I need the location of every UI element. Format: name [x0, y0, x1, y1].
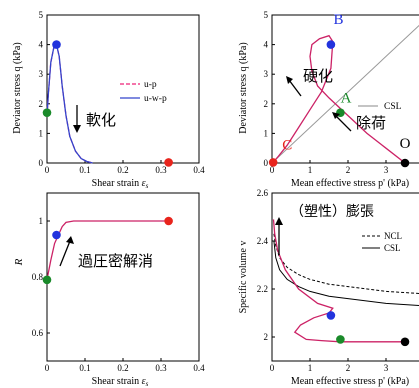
y-tick-label: 3	[264, 69, 269, 79]
state-marker	[164, 216, 173, 226]
x-axis-label: Shear strain εs	[92, 178, 149, 190]
y-axis-label: Specific volume v	[238, 241, 249, 314]
plot-frame	[46, 192, 200, 362]
state-marker	[400, 158, 410, 168]
legend-label-ncl: NCL	[384, 231, 402, 241]
state-marker	[268, 158, 278, 167]
state-marker	[52, 230, 61, 240]
y-tick-label: 1	[39, 216, 44, 226]
ncl-curve	[273, 233, 419, 294]
legend: CSL	[358, 102, 402, 112]
x-tick-label: 0	[45, 165, 50, 175]
legend-label-csl: CSL	[384, 243, 401, 253]
legend-label-csl: CSL	[384, 102, 402, 112]
state-marker	[42, 108, 52, 117]
series-u-p	[46, 43, 93, 164]
x-tick-label: 0.3	[155, 363, 167, 373]
y-tick-label: 0	[39, 158, 44, 168]
y-tick-label: 5	[39, 10, 44, 20]
y-tick-label: 5	[264, 10, 269, 20]
y-tick-label: 0.8	[32, 272, 44, 282]
x-tick-label: 0.4	[193, 363, 205, 373]
x-tick-label: 0	[45, 363, 50, 373]
y-axis-label: Deviator stress q (kPa)	[238, 42, 249, 133]
series-R	[46, 220, 169, 280]
annotation-unloading: 除荷	[356, 114, 386, 132]
y-tick-label: 2.6	[257, 188, 269, 198]
x-axis-label: Mean effective stress p' (kPa)	[291, 178, 409, 189]
x-tick-label: 2	[346, 363, 351, 373]
panel-r-vs-shear-strain: 0.60.81 0 0.1 0.2 0.3 0.4 Shear strain εs R …	[13, 192, 205, 388]
x-tick-label: 2	[346, 165, 351, 175]
y-tick-label: 2.4	[257, 236, 269, 246]
hardening-arrow	[286, 76, 302, 97]
y-tick-label: 0.6	[32, 328, 44, 338]
annotation-plastic-dilation: （塑性）膨張	[290, 203, 374, 220]
series-u-w-p	[46, 43, 93, 164]
x-tick-label: 0	[270, 363, 275, 373]
point-label-A: A	[341, 90, 352, 106]
panel-q-vs-shear-strain: 0 1 2 3 4 5 0 0.1 0.2 0.3 0.4 Shear strain εs Dev…	[12, 10, 205, 190]
x-axis-label: Shear strain εs	[92, 376, 149, 388]
x-axis-label: Mean effective stress p' (kPa)	[291, 376, 409, 387]
dilation-arrow	[275, 217, 283, 255]
y-tick-label: 2.2	[257, 284, 268, 294]
annotation-hardening: 硬化	[303, 67, 333, 85]
unloading-arrow	[332, 112, 352, 132]
x-tick-label: 0	[270, 165, 275, 175]
y-tick-label: 2	[39, 99, 44, 109]
state-marker	[336, 335, 345, 344]
y-tick-label: 1	[39, 128, 44, 138]
csl-curve	[273, 240, 419, 306]
y-tick-label: 3	[39, 69, 44, 79]
legend-label-u-w-p: u-w-p	[144, 94, 167, 104]
x-tick-label: 1	[308, 165, 313, 175]
legend: u-p u-w-p	[120, 80, 167, 104]
series-path	[272, 219, 405, 343]
point-label-C: C	[282, 138, 292, 154]
x-tick-label: 1	[308, 363, 313, 373]
x-tick-label: 0.1	[79, 363, 90, 373]
state-marker	[326, 311, 336, 320]
y-tick-label: 0	[264, 158, 269, 168]
point-label-B: B	[333, 12, 343, 28]
point-label-O: O	[400, 136, 411, 152]
x-tick-label: 3	[384, 165, 389, 175]
annotation-softening: 軟化	[86, 111, 116, 129]
state-marker	[52, 40, 61, 49]
legend: NCL CSL	[362, 231, 402, 253]
softening-arrow	[73, 105, 81, 133]
y-tick-label: 2	[264, 99, 269, 109]
y-tick-label: 1	[264, 128, 269, 138]
y-tick-label: 4	[39, 40, 44, 50]
state-marker	[400, 337, 410, 347]
state-marker	[42, 275, 52, 285]
y-axis-label: R	[13, 258, 25, 266]
annotation-overconsolidation-resolution: 過圧密解消	[78, 252, 153, 270]
x-tick-label: 3	[384, 363, 389, 373]
y-tick-label: 4	[264, 40, 269, 50]
x-tick-label: 0.2	[117, 165, 128, 175]
resolution-arrow	[59, 236, 74, 267]
plot-frame	[271, 14, 419, 164]
legend-label-u-p: u-p	[144, 80, 157, 90]
x-tick-label: 0.3	[155, 165, 167, 175]
x-tick-label: 0.4	[193, 165, 205, 175]
state-marker	[326, 40, 336, 49]
csl-line	[271, 24, 419, 164]
plot-frame	[46, 14, 200, 164]
x-tick-label: 0.2	[117, 363, 128, 373]
x-tick-label: 0.1	[79, 165, 90, 175]
series-path	[272, 34, 406, 164]
y-axis-label: Deviator stress q (kPa)	[12, 42, 23, 133]
y-tick-label: 2	[264, 332, 269, 342]
state-marker	[164, 158, 173, 167]
